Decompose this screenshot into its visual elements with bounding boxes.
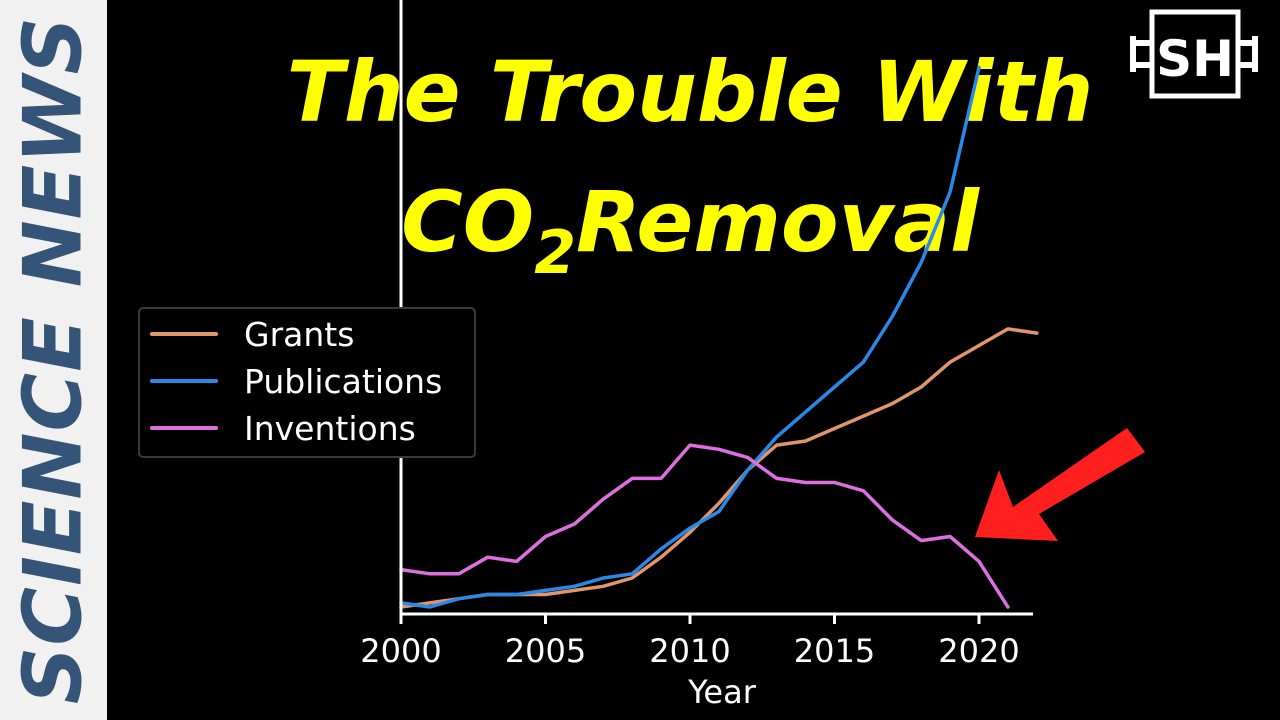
chart-legend: Grants Publications Inventions (138, 307, 476, 458)
chart-series-layer (399, 65, 1039, 609)
title-removal: Removal (575, 173, 979, 271)
title-subscript: 2 (534, 218, 576, 288)
x-tick-label: 2020 (938, 632, 1019, 670)
logo-text: SH (1156, 30, 1234, 88)
legend-swatch (150, 426, 218, 430)
red-arrow-icon (975, 428, 1145, 541)
legend-label: Grants (244, 314, 355, 354)
legend-item-publications: Publications (150, 361, 442, 401)
x-tick-group: 2000 2005 2010 2015 2020 (360, 614, 1020, 670)
channel-logo: SH (1130, 9, 1258, 99)
legend-item-inventions: Inventions (150, 408, 416, 448)
legend-swatch (150, 379, 218, 383)
x-tick-label: 2015 (794, 632, 875, 670)
series-line-grants (399, 327, 1039, 609)
x-tick-label: 2000 (360, 632, 441, 670)
legend-item-grants: Grants (150, 314, 354, 354)
series-line-inventions (399, 443, 1010, 609)
x-tick-label: 2010 (649, 632, 730, 670)
series-line-publications (399, 65, 981, 609)
legend-swatch (150, 332, 218, 336)
x-tick-label: 2005 (505, 632, 586, 670)
video-title-line-1: The Trouble With (286, 43, 1094, 141)
video-title-line-2: CO2Removal (140, 180, 1240, 283)
title-co: CO (401, 173, 535, 271)
legend-label: Publications (244, 361, 443, 401)
x-axis-title: Year (687, 673, 757, 711)
legend-label: Inventions (244, 408, 416, 448)
sidebar-banner: SCIENCE NEWS (0, 0, 107, 720)
